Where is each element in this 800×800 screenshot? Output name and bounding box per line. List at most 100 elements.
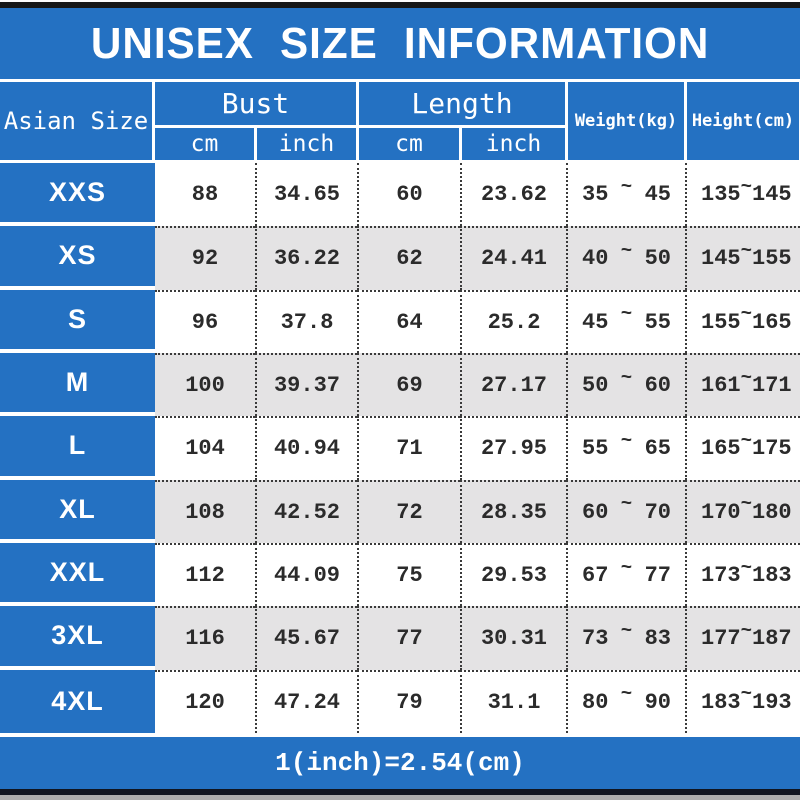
length-cm-value: 62 [357,226,460,290]
table-row-m: M 100 39.37 69 27.17 50 ~60 161 ~171 [0,352,800,417]
height-max: 155 [752,246,792,272]
bust-cm-value: 92 [155,226,255,290]
bust-cm-value: 120 [155,669,255,733]
header-bust-inch: inch [257,128,356,160]
weight-max: 55 [644,309,671,335]
top-white-strip [0,0,800,2]
tilde-glyph: ~ [740,619,753,642]
tilde-glyph: ~ [740,429,753,452]
weight-min: 55 [582,436,609,462]
table-row-l: L 104 40.94 71 27.95 55 ~65 165 ~175 [0,416,800,480]
length-cm-value: 75 [357,542,460,607]
weight-min: 73 [582,626,609,652]
tilde-glyph: ~ [620,493,633,516]
header-length-inch: inch [462,128,565,160]
table-row-xxs: XXS 88 34.65 60 23.62 35 ~45 135 ~145 [0,163,800,227]
height-range: 155 ~165 [685,289,800,353]
tilde-glyph: ~ [620,366,633,389]
header-weight: Weight(kg) [568,82,684,160]
bust-cm-value: 96 [155,289,255,353]
table-header: Asian Size Bust Length Weight(kg) Height… [0,82,800,163]
weight-min: 80 [582,689,609,715]
height-max: 180 [752,499,792,525]
bust-inch-value: 44.09 [255,542,357,607]
height-max: 193 [752,689,792,715]
weight-max: 70 [644,499,671,525]
height-min: 135 [701,182,741,208]
size-label: S [0,289,155,353]
height-min: 177 [701,626,741,652]
table-row-xs: XS 92 36.22 62 24.41 40 ~50 145 ~155 [0,226,800,290]
weight-min: 50 [582,373,609,399]
weight-min: 45 [582,309,609,335]
table-row-s: S 96 37.8 64 25.2 45 ~55 155 ~165 [0,289,800,353]
header-length-cm: cm [359,128,459,160]
length-cm-value: 64 [357,289,460,353]
header-length: Length [359,82,565,125]
height-max: 187 [752,626,792,652]
length-inch-value: 27.95 [460,416,566,480]
top-black-bar [0,2,800,8]
length-inch-value: 23.62 [460,163,566,227]
height-min: 155 [701,309,741,335]
bust-cm-value: 100 [155,352,255,417]
bust-cm-value: 88 [155,163,255,227]
length-inch-value: 29.53 [460,542,566,607]
conversion-note: 1(inch)=2.54(cm) [275,748,525,778]
height-range: 135 ~145 [685,163,800,227]
height-range: 165 ~175 [685,416,800,480]
title-band: UNISEX SIZE INFORMATION [0,8,800,79]
height-min: 170 [701,499,741,525]
bust-cm-value: 112 [155,542,255,607]
weight-max: 90 [644,689,671,715]
height-max: 175 [752,436,792,462]
footer-band: 1(inch)=2.54(cm) [0,737,800,789]
bust-inch-value: 39.37 [255,352,357,417]
weight-min: 60 [582,499,609,525]
length-cm-value: 69 [357,352,460,417]
height-range: 183 ~193 [685,669,800,733]
height-range: 145 ~155 [685,226,800,290]
size-label: XXS [0,163,155,227]
length-inch-value: 27.17 [460,352,566,417]
height-min: 183 [701,689,741,715]
length-cm-value: 79 [357,669,460,733]
length-inch-value: 30.31 [460,606,566,670]
weight-range: 73 ~83 [566,606,685,670]
bust-inch-value: 34.65 [255,163,357,227]
bust-inch-value: 37.8 [255,289,357,353]
height-max: 145 [752,182,792,208]
bust-cm-value: 108 [155,479,255,543]
length-cm-value: 72 [357,479,460,543]
length-inch-value: 25.2 [460,289,566,353]
height-min: 145 [701,246,741,272]
page-title: UNISEX SIZE INFORMATION [90,18,710,68]
weight-range: 67 ~77 [566,542,685,607]
size-label: XL [0,479,155,543]
length-cm-value: 71 [357,416,460,480]
size-label: XS [0,226,155,290]
bust-inch-value: 45.67 [255,606,357,670]
weight-range: 40 ~50 [566,226,685,290]
weight-max: 65 [644,436,671,462]
divider [0,733,800,737]
weight-range: 80 ~90 [566,669,685,733]
bust-cm-value: 116 [155,606,255,670]
length-inch-value: 28.35 [460,479,566,543]
bust-inch-value: 42.52 [255,479,357,543]
tilde-glyph: ~ [740,175,753,198]
weight-max: 77 [644,563,671,589]
size-label: M [0,352,155,417]
table-row-xl: XL 108 42.52 72 28.35 60 ~70 170 ~180 [0,479,800,543]
table-row-3xl: 3XL 116 45.67 77 30.31 73 ~83 177 ~187 [0,606,800,670]
length-cm-value: 77 [357,606,460,670]
weight-range: 60 ~70 [566,479,685,543]
weight-range: 35 ~45 [566,163,685,227]
tilde-glyph: ~ [620,556,633,579]
height-min: 173 [701,563,741,589]
length-inch-value: 31.1 [460,669,566,733]
table-row-4xl: 4XL 120 47.24 79 31.1 80 ~90 183 ~193 [0,669,800,733]
weight-max: 83 [644,626,671,652]
length-inch-value: 24.41 [460,226,566,290]
